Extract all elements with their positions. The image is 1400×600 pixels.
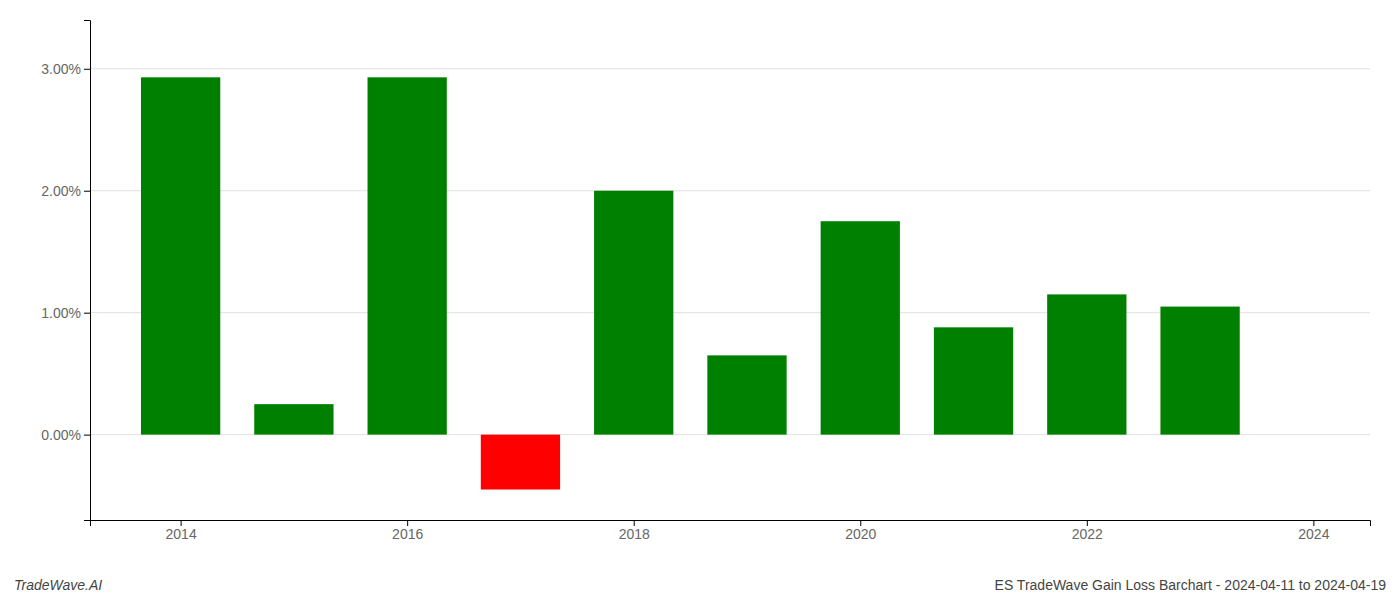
x-tick: 2020 (845, 520, 876, 542)
x-tick: 2016 (392, 520, 423, 542)
x-tick-label: 2022 (1072, 526, 1103, 542)
x-tick: 2022 (1072, 520, 1103, 542)
x-tick-label: 2018 (619, 526, 650, 542)
x-tick: 2014 (166, 520, 197, 542)
y-tick: 0.00% (41, 427, 90, 443)
bar (594, 191, 673, 435)
bar (934, 327, 1013, 434)
x-axis: 2014 2016 2018 2020 2022 2024 (91, 520, 1371, 542)
x-axis-line (91, 521, 1371, 527)
y-tick-label: 3.00% (41, 61, 81, 77)
x-tick: 2018 (619, 520, 650, 542)
grid-line (90, 68, 1370, 69)
bar (481, 435, 560, 490)
y-tick-label: 0.00% (41, 427, 81, 443)
y-tick-mark (84, 435, 90, 436)
x-tick: 2024 (1298, 520, 1329, 542)
bars (141, 77, 1240, 489)
grid (90, 69, 1370, 435)
y-tick-label: 1.00% (41, 305, 81, 321)
y-axis-line (84, 21, 91, 521)
bar (1160, 307, 1239, 435)
y-tick: 2.00% (41, 183, 90, 199)
footer-text: TradeWave.AI (14, 577, 102, 593)
y-tick: 1.00% (41, 305, 90, 321)
y-tick-label: 2.00% (41, 183, 81, 199)
bar (141, 77, 220, 434)
bar (368, 77, 447, 434)
bar (821, 221, 900, 434)
y-tick-mark (84, 69, 90, 70)
bar (254, 404, 333, 434)
x-tick-label: 2024 (1298, 526, 1329, 542)
bar (1047, 294, 1126, 434)
chart: 2014 2016 2018 2020 2022 2024 0.00% 1.00% 2.00% 3… (0, 0, 1400, 600)
footer-text: ES TradeWave Gain Loss Barchart - 2024-0… (995, 577, 1387, 593)
y-tick-mark (84, 313, 90, 314)
x-tick-label: 2020 (845, 526, 876, 542)
y-tick-mark (84, 191, 90, 192)
y-axis: 0.00% 1.00% 2.00% 3.00% (41, 21, 90, 521)
y-tick: 3.00% (41, 61, 90, 77)
x-tick-label: 2016 (392, 526, 423, 542)
plot: 2014 2016 2018 2020 2022 2024 0.00% 1.00% 2.00% 3… (41, 21, 1370, 542)
bar (707, 355, 786, 434)
x-tick-label: 2014 (166, 526, 197, 542)
grid-line (90, 190, 1370, 191)
